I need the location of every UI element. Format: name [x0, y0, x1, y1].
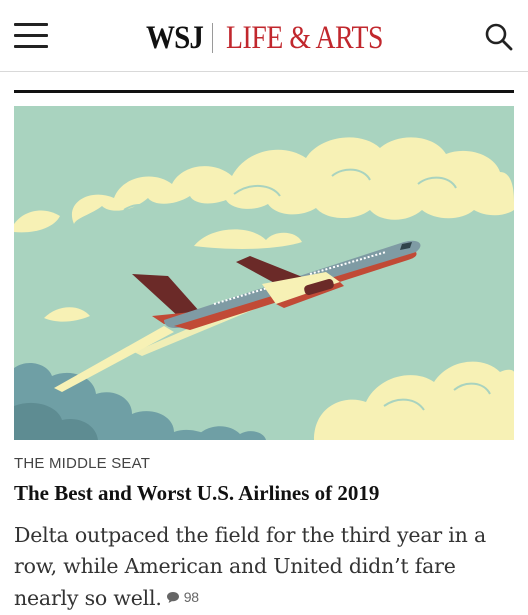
comment-count: 98 — [183, 589, 199, 605]
wsj-logo: WSJ — [146, 19, 204, 56]
menu-line — [14, 45, 48, 48]
top-navigation-bar: WSJ LIFE & ARTS — [0, 0, 528, 72]
airplane-illustration — [14, 106, 514, 440]
menu-line — [14, 34, 48, 37]
airplane-icon — [132, 240, 421, 330]
masthead[interactable]: WSJ LIFE & ARTS — [146, 18, 413, 58]
article-headline[interactable]: The Best and Worst U.S. Airlines of 2019 — [14, 481, 380, 505]
section-name: LIFE & ARTS — [226, 19, 383, 56]
comments-link[interactable]: 98 — [166, 582, 199, 613]
article-summary-text: Delta outpaced the field for the third y… — [14, 523, 486, 610]
article-hero-image[interactable] — [14, 106, 514, 440]
article-summary: Delta outpaced the field for the third y… — [14, 520, 519, 614]
hamburger-menu-icon[interactable] — [14, 23, 48, 49]
search-icon[interactable] — [484, 22, 514, 52]
menu-line — [14, 23, 48, 26]
comment-bubble-icon — [166, 592, 179, 603]
section-rule — [14, 90, 514, 93]
logo-divider — [212, 23, 213, 53]
article-kicker[interactable]: THE MIDDLE SEAT — [14, 455, 151, 472]
